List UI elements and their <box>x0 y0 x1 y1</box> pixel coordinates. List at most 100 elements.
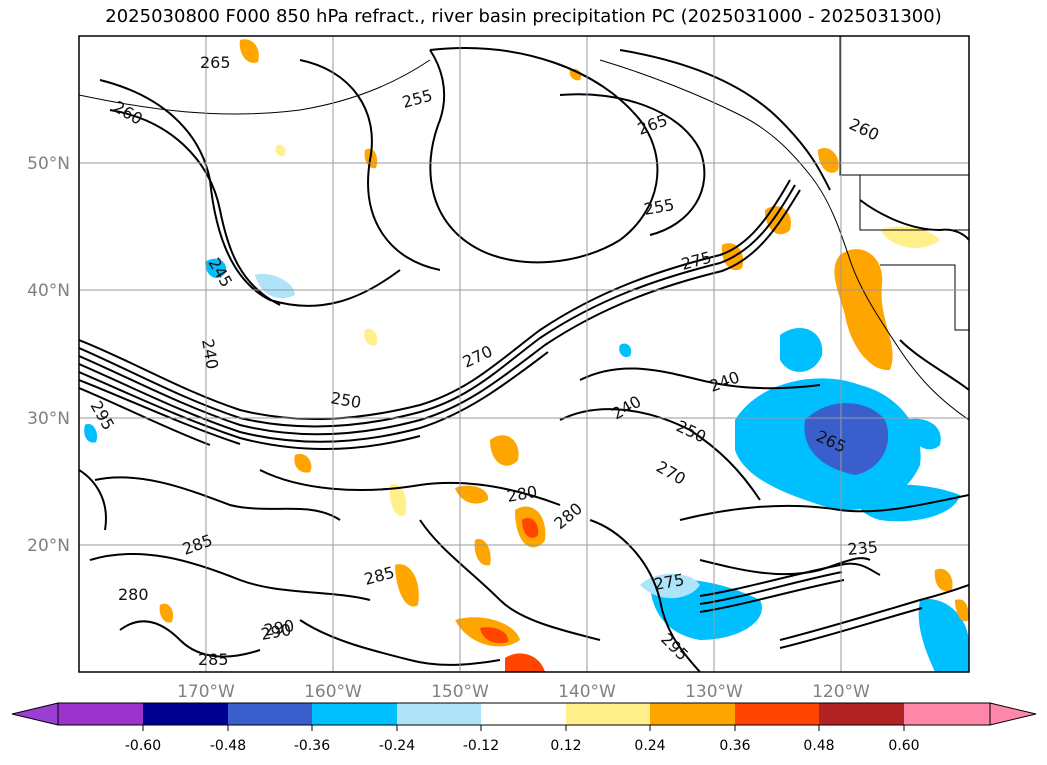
coastlines <box>79 36 969 421</box>
colorbar-frame <box>57 702 991 726</box>
contour-line <box>79 371 421 450</box>
contour-line <box>589 519 701 672</box>
colorbar-tick: 0.36 <box>719 738 750 754</box>
colorbar-bin <box>228 703 312 725</box>
negative-pc-patch <box>856 484 960 522</box>
colorbar-bin <box>143 703 228 725</box>
lon-label-160w: 160°W <box>304 682 362 702</box>
lat-label-50n: 50°N <box>27 154 70 174</box>
contour-line <box>79 379 241 445</box>
lat-label-30n: 30°N <box>27 409 70 429</box>
positive-pc-patch <box>880 226 940 249</box>
negative-pc-patch <box>918 599 969 672</box>
figure-title: 2025030800 F000 850 hPa refract., river … <box>105 6 942 27</box>
contour-line <box>679 494 969 521</box>
contour-label: 265 <box>200 53 231 72</box>
contour-line <box>89 552 371 601</box>
contour-line <box>559 408 761 501</box>
colorbar-tick: 0.12 <box>550 738 581 754</box>
positive-pc-patch <box>294 453 312 473</box>
contour-line <box>579 367 821 390</box>
lat-label-20n: 20°N <box>27 536 70 556</box>
shaded-patches <box>84 39 969 672</box>
colorbar-under-arrow <box>11 702 59 726</box>
negative-pc-patch <box>619 343 632 358</box>
lon-label-120w: 120°W <box>812 682 870 702</box>
positive-pc-patch-strong <box>480 627 509 644</box>
contour-line <box>79 179 791 421</box>
positive-pc-patch-strong <box>522 517 539 538</box>
negative-pc-patch <box>205 258 227 278</box>
coastline <box>79 59 431 115</box>
positive-pc-patch <box>395 564 419 607</box>
colorbar-tick: 0.24 <box>634 738 665 754</box>
contour-line <box>699 579 845 613</box>
colorbar-tick: 0.60 <box>888 738 919 754</box>
positive-pc-patch <box>239 39 259 63</box>
lon-label-170w: 170°W <box>177 682 235 702</box>
contour-label: 235 <box>847 537 879 559</box>
positive-pc-patch <box>474 539 491 566</box>
lon-label-130w: 130°W <box>685 682 743 702</box>
lon-label-140w: 140°W <box>558 682 616 702</box>
contour-line <box>899 339 969 391</box>
contour-line <box>779 607 923 649</box>
negative-pc-patch <box>780 327 823 372</box>
positive-pc-patch <box>159 603 174 623</box>
negative-pc-patch <box>255 273 295 299</box>
map-frame <box>78 35 970 673</box>
colorbar-tick: -0.60 <box>125 738 161 754</box>
colorbar-bin <box>481 703 566 725</box>
colorbar-tick: -0.48 <box>210 738 246 754</box>
contour-line <box>79 387 211 446</box>
contour-line <box>619 49 831 191</box>
colorbar-bin <box>312 703 397 725</box>
contour-line <box>109 109 281 306</box>
positive-pc-patch <box>818 147 839 173</box>
negative-pc-patch <box>905 418 941 450</box>
colorbar-bin <box>650 703 735 725</box>
positive-pc-patch <box>389 484 407 516</box>
latitude-labels: 50°N 40°N 30°N 20°N <box>27 154 70 556</box>
contour-line <box>99 79 401 307</box>
contour-line <box>79 351 549 443</box>
contour-line <box>299 59 441 271</box>
lon-label-150w: 150°W <box>431 682 489 702</box>
graticule <box>79 36 969 672</box>
positive-pc-patch <box>934 568 953 592</box>
positive-pc-patch <box>364 328 378 346</box>
colorbar-bins <box>58 703 990 731</box>
contour-line <box>779 584 969 641</box>
positive-pc-patch <box>834 249 893 371</box>
contour-line <box>119 620 261 658</box>
colorbar-tick: -0.12 <box>463 738 499 754</box>
colorbar-bin <box>58 703 143 725</box>
contour-line <box>299 619 501 666</box>
contour-line <box>259 469 561 506</box>
colorbar-bin <box>566 703 650 725</box>
positive-pc-patch <box>490 435 519 466</box>
colorbar-bin <box>819 703 904 725</box>
contour-line <box>699 571 843 605</box>
contour-line <box>429 47 659 264</box>
colorbar-bin <box>904 703 990 725</box>
longitude-labels: 170°W 160°W 150°W 140°W 130°W 120°W <box>177 682 870 702</box>
colorbar-over-arrow <box>989 702 1037 726</box>
negative-pc-patch <box>84 423 98 443</box>
colorbar: -0.60 -0.48 -0.36 -0.24 -0.12 0.12 0.24 … <box>11 702 1037 754</box>
state-border <box>880 264 969 331</box>
state-border <box>859 175 969 231</box>
negative-pc-patch-strong <box>804 403 889 475</box>
contour-label: 285 <box>198 650 229 669</box>
lat-label-40n: 40°N <box>27 281 70 301</box>
positive-pc-patch <box>505 653 545 672</box>
contour-line <box>94 476 341 521</box>
state-border <box>839 36 969 176</box>
contour-line <box>699 562 881 597</box>
colorbar-tick: 0.48 <box>803 738 834 754</box>
contour-line <box>559 93 706 236</box>
contour-line <box>79 189 801 436</box>
colorbar-ticks: -0.60 -0.48 -0.36 -0.24 -0.12 0.12 0.24 … <box>125 738 920 754</box>
map-panel: 265 260 255 250 245 240 270 275 280 285 … <box>78 35 970 673</box>
